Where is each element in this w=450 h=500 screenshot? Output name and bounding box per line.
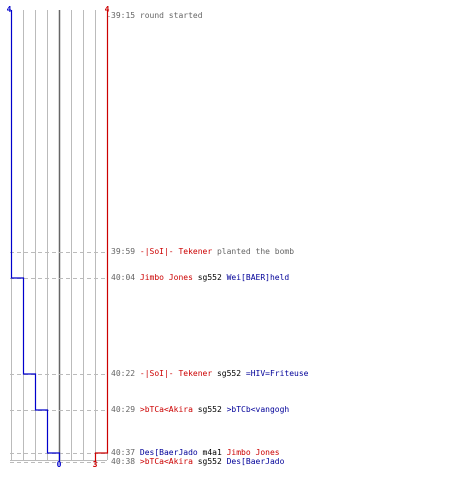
- event-text: Jimbo Jones: [226, 448, 280, 457]
- event-row: 39:59 -|SoI|- Tekener planted the bomb: [111, 247, 294, 256]
- event-text: sg552: [212, 369, 246, 378]
- event-time: 40:22: [111, 369, 140, 378]
- series-blue-line: [10, 10, 61, 462]
- event-message: planted the bomb: [212, 247, 295, 256]
- event-text: sg552: [192, 405, 227, 414]
- event-row: 40:22 -|SoI|- Tekener sg552 =HIV=Friteus…: [111, 369, 309, 378]
- event-time: 40:04: [111, 273, 140, 282]
- event-time: 40:38: [111, 457, 140, 466]
- event-text: sg552: [192, 273, 227, 282]
- event-text: >bTCa<Akira: [139, 457, 193, 466]
- series-red-line: [94, 10, 109, 462]
- event-row: 40:04 Jimbo Jones sg552 Wei[BAER]held: [111, 273, 289, 282]
- event-text: Des[BaerJado: [226, 457, 285, 466]
- event-time: 39:15: [111, 11, 140, 20]
- event-text: -|SoI|- Tekener: [139, 369, 213, 378]
- event-row: 40:38 >bTCa<Akira sg552 Des[BaerJado: [111, 457, 284, 466]
- event-row: 40:29 >bTCa<Akira sg552 >bTCb<vangogh: [111, 405, 289, 414]
- event-text: -|SoI|- Tekener: [139, 247, 213, 256]
- blue-start-count: 4: [7, 5, 12, 14]
- event-time: 39:59: [111, 247, 140, 256]
- event-text: =HIV=Friteuse: [245, 369, 309, 378]
- event-time: 40:29: [111, 405, 140, 414]
- blue-end-count: 0: [57, 460, 62, 469]
- event-row: 40:37 Des[BaerJado m4a1 Jimbo Jones: [111, 448, 280, 457]
- red-end-count: 3: [93, 460, 98, 469]
- event-time: 40:37: [111, 448, 140, 457]
- event-text: Des[BaerJado: [139, 448, 198, 457]
- red-start-count: 4: [105, 5, 110, 14]
- event-text: m4a1: [197, 448, 227, 457]
- event-text: Wei[BAER]held: [226, 273, 290, 282]
- event-message: round started: [139, 11, 203, 20]
- event-text: >bTCb<vangogh: [226, 405, 290, 414]
- event-text: sg552: [192, 457, 227, 466]
- event-text: >bTCa<Akira: [139, 405, 193, 414]
- event-text: Jimbo Jones: [139, 273, 193, 282]
- event-row: 39:15 round started: [111, 11, 203, 20]
